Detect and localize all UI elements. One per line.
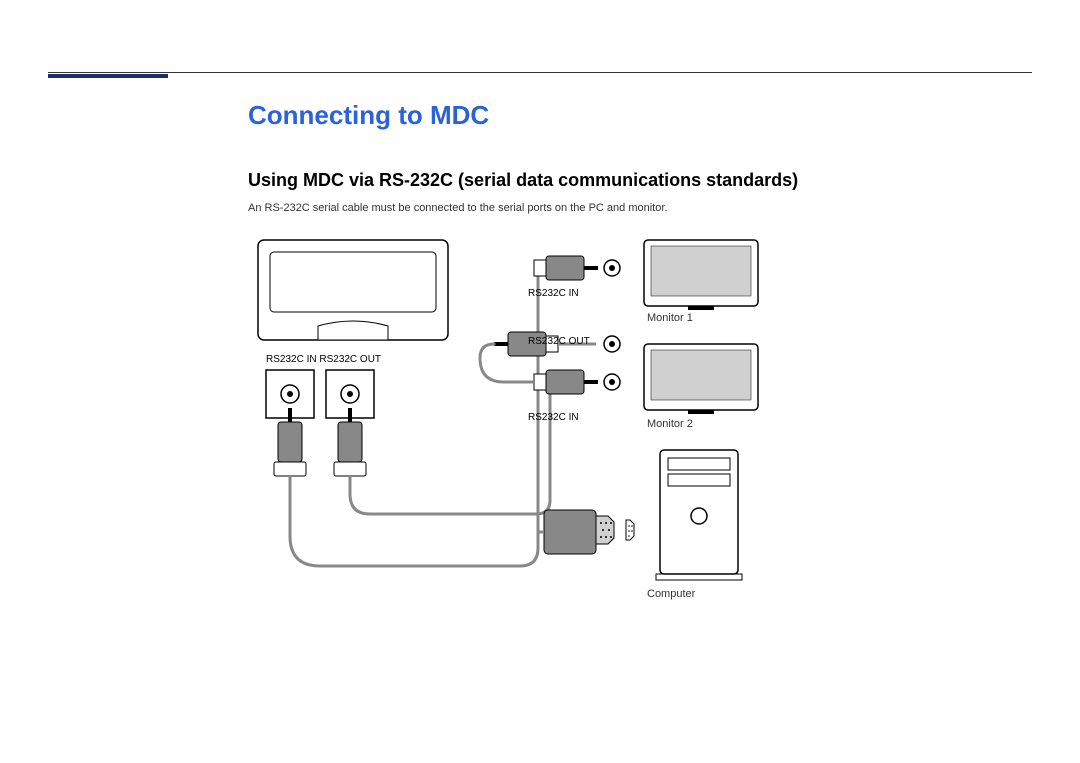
label-port-in: RS232C IN RS232C OUT [266,354,381,365]
label-conn1: RS232C IN [528,288,579,299]
label-conn2: RS232C OUT [528,336,590,347]
label-conn3: RS232C IN [528,412,579,423]
side-accent-bar [48,74,168,78]
page-title: Connecting to MDC [248,100,489,131]
label-monitor1: Monitor 1 [647,312,693,324]
label-monitor2: Monitor 2 [647,418,693,430]
label-computer: Computer [647,588,695,600]
connection-diagram: RS232C IN RS232C OUT RS232C IN RS232C OU… [248,236,768,616]
section-subtitle: Using MDC via RS-232C (serial data commu… [248,170,798,191]
page-top-rule [48,72,1032,73]
body-text: An RS-232C serial cable must be connecte… [248,202,667,214]
